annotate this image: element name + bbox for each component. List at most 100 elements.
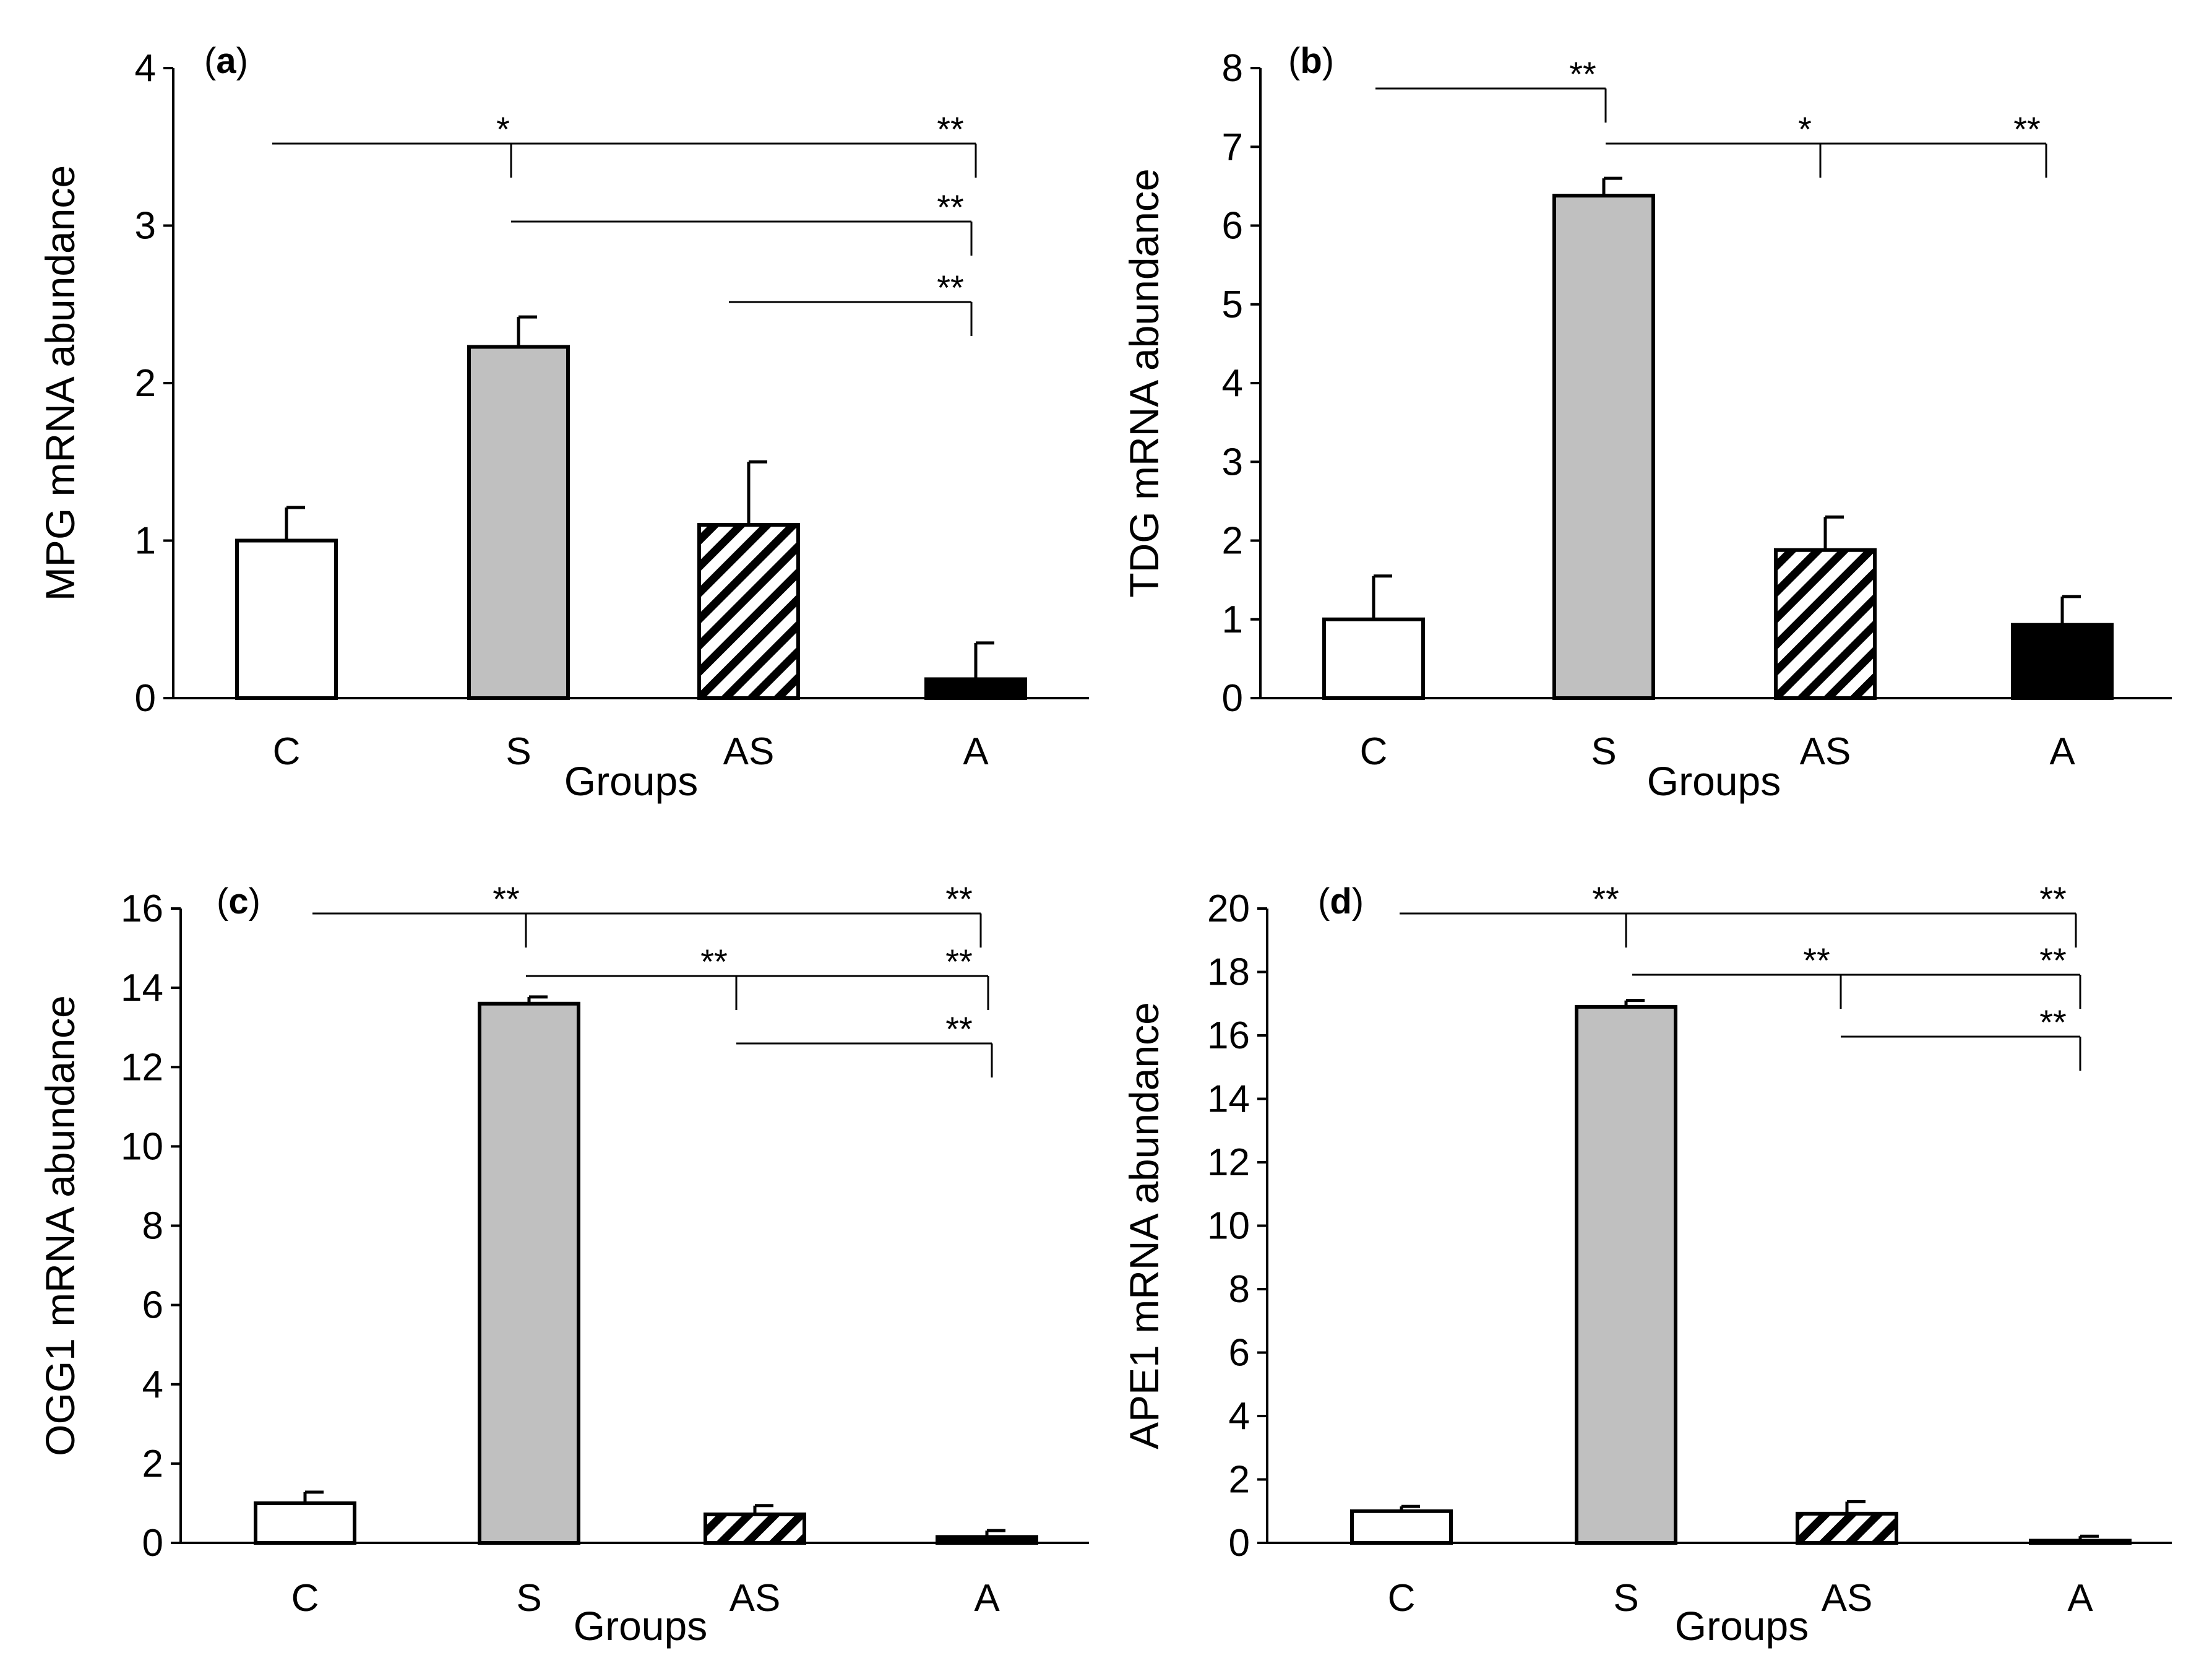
significance-label: **: [700, 942, 728, 981]
x-tick-label: AS: [723, 730, 775, 773]
bar: [254, 1501, 356, 1545]
x-tick-label: A: [2067, 1577, 2093, 1620]
panel-label: (c): [217, 881, 260, 922]
significance-label: **: [1569, 54, 1596, 93]
panel-label-close: ): [1352, 881, 1364, 922]
significance-label: **: [945, 1009, 973, 1048]
y-tick-label: 5: [1222, 283, 1243, 326]
bar: [467, 345, 570, 700]
x-axis-title: Groups: [1675, 1603, 1809, 1649]
significance-label: **: [2039, 1003, 2067, 1042]
y-axis-title: APE1 mRNA abundance: [1121, 1002, 1167, 1449]
y-axis-title: MPG mRNA abundance: [37, 165, 83, 601]
y-tick-label: 8: [1222, 47, 1243, 90]
bar: [1350, 1509, 1453, 1545]
panel-label-open: (: [1288, 41, 1300, 81]
y-tick-label: 8: [142, 1205, 163, 1248]
x-tick-label: S: [516, 1577, 541, 1620]
significance-label: **: [937, 268, 964, 307]
panel-label-letter: b: [1300, 41, 1322, 81]
panel-label-open: (: [1318, 881, 1330, 922]
y-tick-label: 16: [121, 887, 163, 930]
panel-label: (b): [1288, 41, 1334, 81]
panel-label-close: ): [249, 881, 260, 922]
y-tick-label: 14: [1207, 1078, 1250, 1121]
y-tick-label: 16: [1207, 1014, 1250, 1057]
y-tick-label: 8: [1229, 1268, 1250, 1311]
bar: [1796, 1511, 1898, 1545]
panel-label: (d): [1318, 881, 1364, 922]
y-axis-title: TDG mRNA abundance: [1121, 168, 1167, 597]
y-tick-label: 3: [135, 205, 156, 248]
y-tick-label: 4: [1229, 1395, 1250, 1438]
x-tick-label: A: [2049, 730, 2075, 773]
y-tick-label: 6: [1229, 1332, 1250, 1375]
y-tick-label: 6: [1222, 205, 1243, 248]
bar: [478, 1001, 580, 1545]
panel-label-letter: c: [228, 881, 248, 922]
significance-label: **: [2039, 879, 2067, 918]
panel-label-close: ): [1322, 41, 1334, 81]
bar: [235, 538, 338, 700]
x-tick-label: AS: [729, 1577, 781, 1620]
x-tick-label: S: [1591, 730, 1616, 773]
y-tick-label: 7: [1222, 126, 1243, 168]
significance-label: **: [945, 942, 973, 981]
y-tick-label: 14: [121, 967, 163, 1009]
significance-label: **: [2013, 110, 2041, 149]
significance-label: **: [937, 188, 964, 227]
y-tick-label: 2: [142, 1443, 163, 1485]
y-tick-label: 12: [1207, 1141, 1250, 1184]
bar: [1322, 617, 1425, 700]
y-tick-label: 18: [1207, 951, 1250, 994]
significance-label: *: [496, 110, 510, 149]
panel-label: (a): [204, 41, 248, 81]
y-tick-label: 1: [1222, 598, 1243, 641]
x-tick-label: S: [1613, 1577, 1638, 1620]
x-tick-label: A: [963, 730, 989, 773]
x-tick-label: AS: [1822, 1577, 1873, 1620]
x-axis-title: Groups: [564, 758, 698, 804]
bar: [1774, 548, 1877, 701]
chart-panel-c: 0 2 4 6 8 10 12 14 16 C S AS A Groups OGG1 mRNA abunda…: [37, 879, 1089, 1649]
y-tick-label: 2: [135, 362, 156, 405]
y-tick-label: 0: [1229, 1522, 1250, 1565]
chart-panel-b: 0 1 2 3 4 5 6 7 8 C S AS A Groups TDG mRNA abundance (b…: [1121, 41, 2172, 804]
panel-label-open: (: [204, 41, 216, 81]
significance-label: **: [2039, 941, 2067, 980]
y-tick-label: 4: [142, 1363, 163, 1406]
bar: [704, 1512, 806, 1545]
significance-label: **: [937, 110, 964, 149]
x-tick-label: C: [1388, 1577, 1416, 1620]
y-tick-label: 1: [135, 520, 156, 563]
x-tick-label: C: [1360, 730, 1388, 773]
bar: [1552, 194, 1655, 700]
y-tick-label: 4: [135, 47, 156, 90]
y-axis-title: OGG1 mRNA abundance: [37, 995, 83, 1456]
x-tick-label: AS: [1800, 730, 1851, 773]
bar: [924, 677, 1027, 700]
y-tick-label: 2: [1229, 1459, 1250, 1501]
significance-label: **: [1592, 879, 1619, 918]
x-tick-label: C: [291, 1577, 319, 1620]
bar: [697, 523, 800, 700]
y-tick-label: 12: [121, 1046, 163, 1089]
y-tick-label: 10: [121, 1125, 163, 1168]
y-tick-label: 10: [1207, 1205, 1250, 1248]
x-tick-label: A: [974, 1577, 1000, 1620]
x-tick-label: C: [273, 730, 301, 773]
panel-label-letter: d: [1330, 881, 1351, 922]
panel-label-letter: a: [216, 41, 236, 81]
y-tick-label: 6: [142, 1284, 163, 1327]
significance-label: **: [945, 879, 973, 918]
chart-panel-d: 0 2 4 6 8 10 12 14 16 18 20 C S AS A Groups APE1 mRNA ab…: [1121, 879, 2172, 1649]
significance-label: *: [1798, 110, 1812, 149]
y-tick-label: 20: [1207, 887, 1250, 930]
x-tick-label: S: [506, 730, 531, 773]
x-axis-title: Groups: [1647, 758, 1781, 804]
significance-label: **: [1803, 941, 1830, 980]
y-tick-label: 4: [1222, 362, 1243, 405]
bar: [2011, 623, 2114, 700]
